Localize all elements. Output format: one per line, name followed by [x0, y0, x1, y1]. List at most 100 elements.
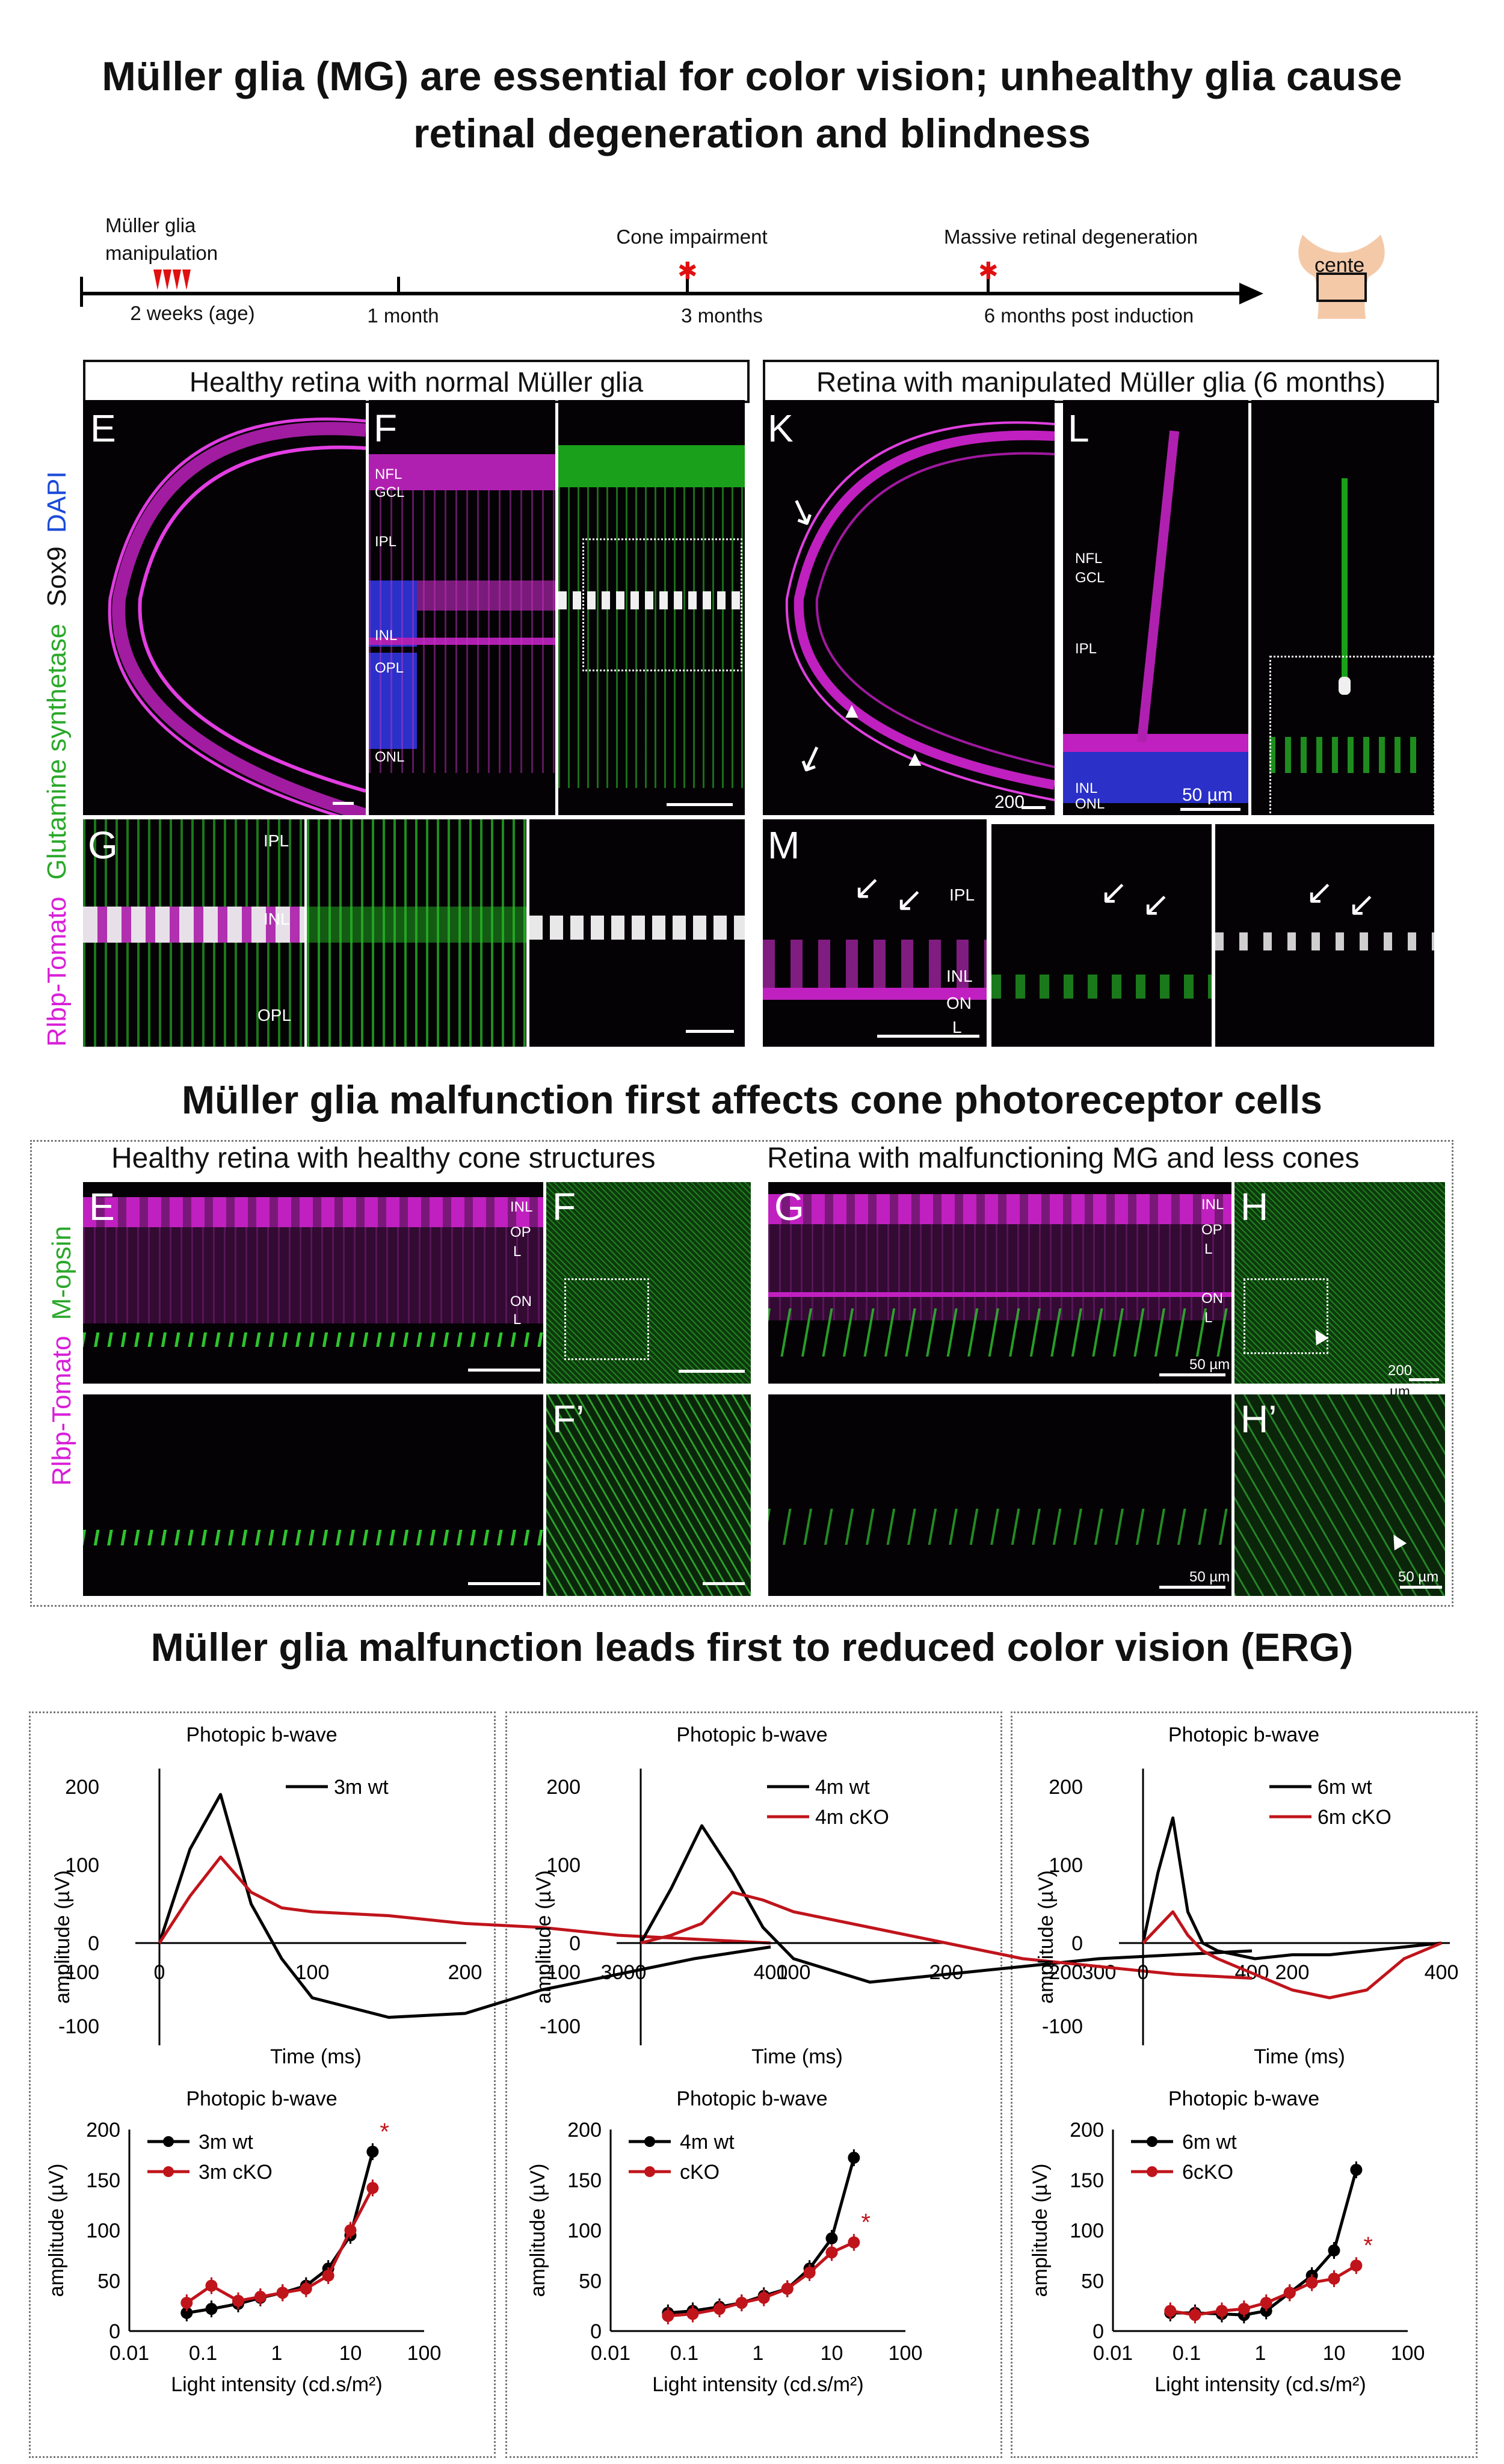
green-top-layer	[558, 445, 745, 487]
data-point	[276, 2287, 289, 2299]
data-point	[1215, 2305, 1228, 2317]
healthy-header: Healthy retina with normal Müller glia	[189, 366, 644, 398]
intensity-y-tick: 100	[1070, 2220, 1104, 2243]
intensity-y-tick: 150	[1070, 2169, 1104, 2192]
layer-nfl: NFL	[375, 466, 402, 482]
manipulation-label: Müller glia manipulation	[105, 214, 218, 264]
star-icon: ✱	[677, 258, 698, 285]
data-point	[803, 2266, 816, 2279]
layer-opl: OPL	[375, 660, 404, 676]
timeline-arrow-head	[1239, 283, 1263, 304]
arrow-icon: ↙	[1142, 885, 1170, 923]
intensity-title: Photopic b-wave	[186, 2087, 337, 2110]
data-point	[366, 2145, 379, 2158]
cone-speckle	[1234, 1394, 1445, 1596]
manipulated-header: Retina with manipulated Müller glia (6 m…	[816, 366, 1385, 398]
scale-bar	[703, 1582, 745, 1585]
intensity-y-tick: 200	[567, 2119, 602, 2142]
trace-y-tick: 0	[88, 1932, 99, 1955]
layer-inl: INL	[375, 627, 398, 644]
panel-letter: K	[768, 407, 794, 450]
intensity-x-tick: 0.01	[1093, 2342, 1133, 2365]
stain-side-label-2: Rlbp-Tomato M-opsin	[47, 1226, 77, 1486]
green-base	[1269, 737, 1420, 773]
data-point	[848, 2236, 860, 2249]
arrow-icon: ↙	[1100, 873, 1128, 911]
panel-letter: E	[90, 407, 116, 450]
panel-letter: L	[1068, 407, 1089, 450]
intensity-x-tick: 1	[271, 2342, 283, 2365]
panel-F-prime-zoom: F’	[546, 1394, 751, 1596]
legend-label-wt: 4m wt	[815, 1776, 870, 1799]
panel-M-sox9: ↙ ↙	[1215, 824, 1434, 1047]
layer-l: L	[513, 1243, 522, 1260]
radial-fibers	[83, 1227, 543, 1323]
rlbp-band	[763, 988, 987, 1000]
panel-H-prime-zoom: H’ ▲ 50 µm	[1234, 1394, 1445, 1596]
intensity-x-tick: 0.01	[109, 2342, 149, 2365]
erg-box-3	[1011, 1711, 1478, 2458]
inset-box	[1269, 656, 1434, 815]
trace-y-tick: -200	[1042, 1961, 1083, 1984]
sox9-nuclei	[558, 591, 745, 609]
inl-band	[417, 581, 555, 611]
scale-label: 50 µm	[1398, 1569, 1439, 1585]
arrow-icon: ↙	[895, 880, 923, 918]
event-cone-impairment: Cone impairment	[616, 226, 768, 248]
panel-letter: E	[89, 1185, 115, 1228]
intensity-y-tick: 0	[590, 2320, 602, 2343]
trace-x-tick: 100	[295, 1961, 330, 1984]
intensity-x-tick: 1	[1255, 2342, 1266, 2365]
stain-side-label: Rlbp-Tomato Glutamine synthetase Sox9 DA…	[42, 471, 72, 1047]
rlbp-band	[1063, 734, 1248, 752]
scale-bar	[468, 1369, 540, 1372]
intensity-y-tick: 200	[1070, 2119, 1104, 2142]
star-icon: ✱	[978, 258, 999, 285]
cone-row	[768, 1509, 1231, 1545]
panel-letter: G	[88, 824, 118, 867]
timeline: Müller glia manipulation 2 weeks (age) 1…	[0, 199, 1504, 355]
layer-l: L	[513, 1311, 522, 1328]
legend-label-wt: 3m wt	[334, 1776, 389, 1799]
data-point	[1350, 2259, 1363, 2272]
radial-fibers	[369, 490, 555, 773]
cone-speckle	[1234, 1182, 1445, 1384]
intensity-x-tick: 0.1	[1173, 2342, 1201, 2365]
cone-row	[83, 1332, 543, 1347]
data-point	[662, 2309, 674, 2322]
cone-row	[768, 1308, 1231, 1357]
intensity-y-tick: 150	[86, 2169, 120, 2192]
inset-box	[564, 1278, 649, 1360]
label-dapi: DAPI	[42, 471, 72, 533]
scale-bar	[877, 1035, 979, 1038]
trace-x-tick: 400	[754, 1961, 788, 1984]
inset-box	[582, 538, 742, 671]
intensity-title: Photopic b-wave	[676, 2087, 827, 2110]
data-point	[781, 2282, 794, 2295]
intensity-y-tick: 100	[86, 2220, 120, 2243]
data-point	[825, 2246, 838, 2259]
layer-ipl: IPL	[1075, 641, 1097, 657]
timeline-tick-6m	[987, 277, 990, 295]
intensity-x-tick: 100	[889, 2342, 923, 2365]
legend-label-cko: 6m cKO	[1318, 1806, 1392, 1829]
olm-line	[768, 1292, 1231, 1297]
manipulated-header-box: Retina with manipulated Müller glia (6 m…	[763, 360, 1439, 403]
significance-star: *	[1363, 2232, 1373, 2259]
intensity-legend-wt: 6m wt	[1182, 2131, 1237, 2154]
cone-malfunction-header: Retina with malfunctioning MG and less c…	[767, 1142, 1360, 1174]
panel-G-sox9	[529, 819, 745, 1047]
erg-box-1	[29, 1711, 496, 2458]
panel-E-cones-green	[83, 1394, 543, 1596]
trace-y-tick: 100	[1049, 1854, 1083, 1877]
data-point	[1189, 2309, 1201, 2321]
dapi-band-onl	[369, 653, 417, 749]
legend-label-cko: 4m cKO	[815, 1806, 889, 1829]
scale-label: 50 µm	[1182, 785, 1233, 805]
trace-series-wt	[1141, 1816, 1442, 1960]
layer-gcl: GCL	[375, 484, 405, 500]
trace-x-tick: 200	[448, 1961, 482, 1984]
layer-nfl: NFL	[1075, 550, 1103, 567]
trace-y-tick: -100	[58, 2015, 99, 2038]
